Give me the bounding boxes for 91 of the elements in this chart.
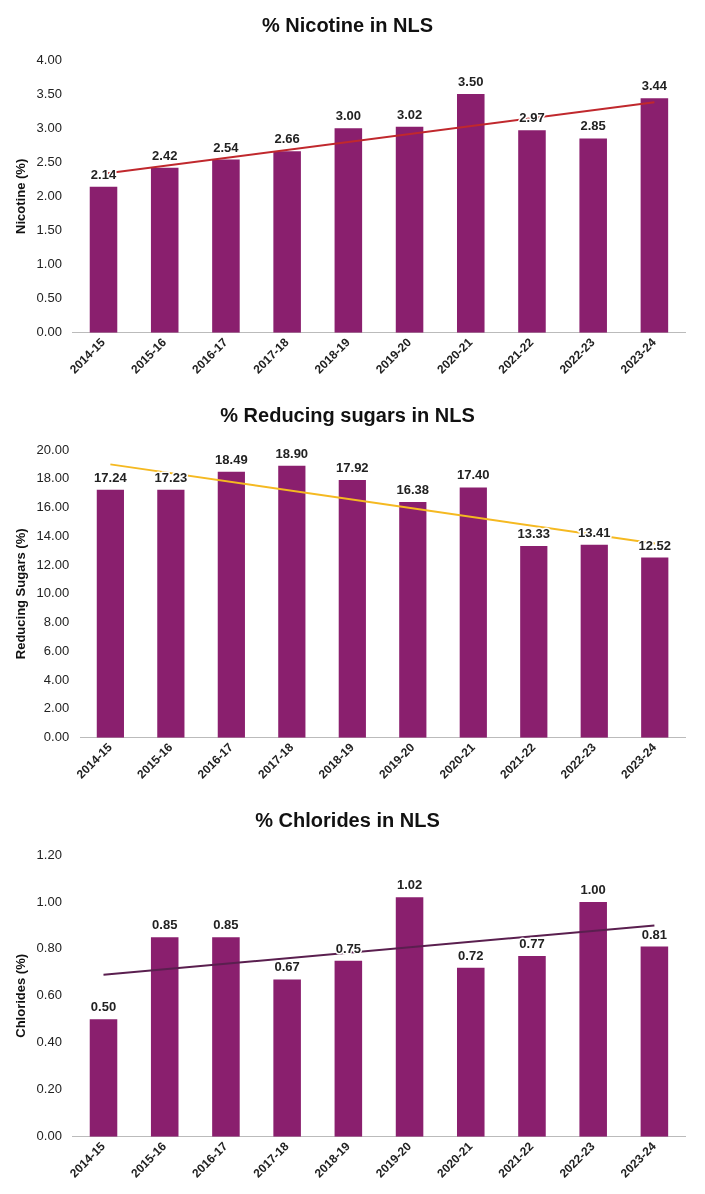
data-label: 12.52 (638, 537, 672, 553)
data-label: 0.85 (213, 917, 239, 933)
bar (395, 897, 424, 1137)
bar (89, 1019, 118, 1137)
bar (395, 126, 424, 333)
bar (640, 946, 669, 1137)
y-tick-label: 6.00 (43, 642, 70, 658)
bar (518, 130, 546, 333)
bar (334, 960, 363, 1137)
y-tick-label: 18.00 (36, 470, 70, 486)
bar (459, 487, 487, 738)
data-label: 17.23 (154, 469, 188, 485)
data-label: 2.14 (90, 166, 117, 182)
bar (338, 479, 366, 738)
bar (579, 901, 607, 1137)
y-axis-title: Nicotine (%) (13, 158, 29, 234)
y-tick-label: 0.60 (36, 987, 62, 1003)
data-label: 1.00 (580, 882, 606, 898)
data-label: 3.50 (458, 74, 484, 90)
bar (456, 94, 485, 333)
data-label: 16.38 (396, 482, 430, 498)
y-tick-label: 2.50 (36, 153, 62, 169)
data-label: 18.90 (275, 445, 309, 461)
data-label: 17.40 (457, 467, 490, 483)
bar (212, 159, 240, 333)
y-tick-label: 1.50 (36, 222, 62, 237)
bar (150, 167, 179, 333)
y-tick-label: 3.50 (36, 85, 62, 101)
y-axis-title: Reducing Sugars (%) (13, 528, 29, 660)
bar (157, 489, 185, 738)
data-label: 0.50 (90, 999, 117, 1015)
data-label: 17.92 (336, 460, 369, 475)
data-label: 0.72 (458, 947, 484, 963)
y-tick-label: 0.00 (36, 324, 62, 340)
y-tick-label: 3.00 (36, 119, 62, 135)
y-tick-label: 0.50 (36, 290, 62, 306)
y-tick-label: 0.80 (36, 940, 62, 956)
data-label: 3.44 (641, 78, 668, 94)
data-label: 3.02 (396, 106, 423, 122)
y-axis-title: Chlorides (%) (13, 953, 29, 1038)
data-label: 0.81 (641, 926, 668, 942)
y-tick-label: 2.00 (36, 187, 62, 203)
data-label: 0.67 (274, 959, 300, 975)
chart-title: % Reducing sugars in NLS (220, 403, 475, 426)
y-tick-label: 0.20 (36, 1081, 62, 1097)
bar (150, 937, 179, 1137)
bar (96, 489, 124, 738)
bar (580, 544, 608, 738)
y-tick-label: 12.00 (36, 556, 70, 572)
bar (273, 979, 301, 1137)
bar (212, 937, 240, 1137)
y-tick-label: 1.00 (36, 893, 62, 909)
bar (579, 138, 607, 333)
y-tick-label: 10.00 (36, 585, 70, 601)
bar (334, 128, 363, 333)
data-label: 2.85 (580, 118, 606, 134)
bar (641, 557, 669, 738)
chart-title: % Nicotine in NLS (261, 13, 434, 36)
y-tick-label: 20.00 (36, 441, 70, 457)
data-label: 18.49 (215, 451, 248, 467)
data-label: 13.33 (517, 526, 551, 542)
data-label: 0.75 (335, 940, 361, 956)
y-tick-label: 16.00 (36, 499, 70, 515)
y-tick-label: 0.40 (36, 1034, 62, 1050)
bar (520, 545, 548, 738)
bar (456, 967, 485, 1137)
data-label: 0.77 (519, 936, 545, 952)
y-tick-label: 0.00 (43, 729, 70, 745)
bar (217, 471, 245, 738)
y-tick-label: 4.00 (36, 51, 62, 67)
bar (640, 98, 669, 333)
y-tick-label: 0.00 (36, 1128, 62, 1144)
data-label: 2.54 (213, 139, 240, 155)
data-label: 0.85 (152, 917, 178, 933)
y-tick-label: 2.00 (43, 700, 70, 716)
bar (399, 502, 427, 738)
data-label: 1.02 (396, 877, 423, 893)
data-label: 3.00 (335, 108, 361, 124)
data-label: 2.66 (274, 131, 300, 147)
bar (273, 151, 301, 333)
bar (89, 186, 118, 333)
y-tick-label: 14.00 (36, 527, 70, 543)
y-tick-label: 1.00 (36, 256, 62, 272)
chart-title: % Chlorides in NLS (255, 808, 440, 831)
bar (278, 465, 306, 738)
y-tick-label: 8.00 (43, 614, 70, 630)
data-label: 17.24 (94, 469, 128, 485)
data-label: 2.42 (152, 147, 178, 163)
y-tick-label: 4.00 (43, 671, 70, 687)
y-tick-label: 1.20 (36, 846, 62, 862)
bar (518, 955, 546, 1137)
